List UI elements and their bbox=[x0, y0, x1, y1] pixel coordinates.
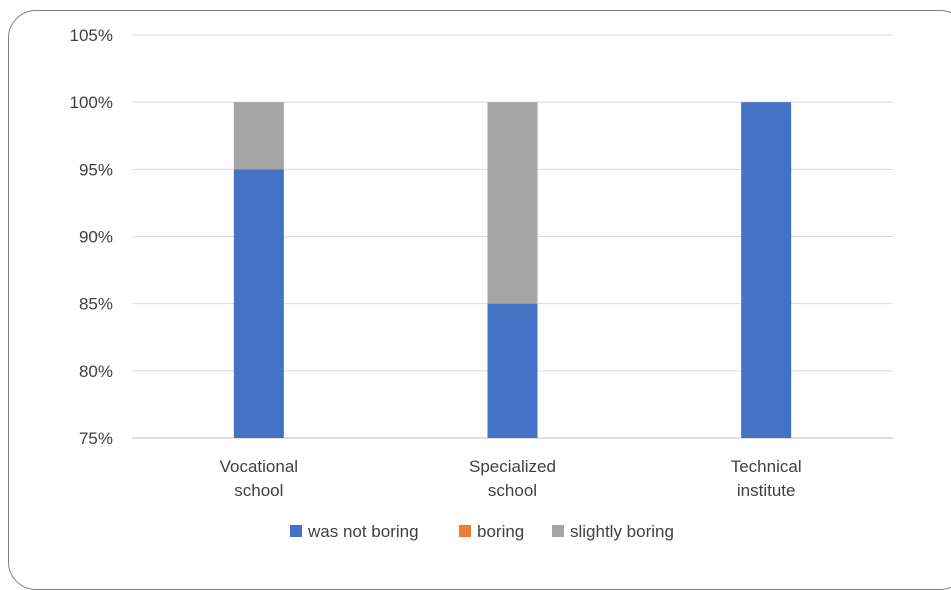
x-category-label: institute bbox=[737, 481, 796, 500]
bar-segment bbox=[741, 102, 792, 439]
x-category-label: school bbox=[234, 481, 283, 500]
bar-segment bbox=[487, 102, 538, 304]
legend-label: boring bbox=[477, 522, 524, 541]
bars bbox=[233, 102, 792, 439]
chart-frame bbox=[8, 10, 951, 590]
x-category-label: school bbox=[488, 481, 537, 500]
y-tick-label: 100% bbox=[70, 93, 113, 112]
stacked-bar-chart: 75% 80% 85% 90% 95% 100% 105% Vocational school… bbox=[70, 26, 893, 541]
legend-swatch bbox=[552, 525, 564, 537]
y-tick-label: 80% bbox=[79, 362, 113, 381]
y-tick-label: 85% bbox=[79, 295, 113, 314]
x-category-label: Technical bbox=[731, 457, 802, 476]
bar-segment bbox=[233, 169, 284, 439]
x-axis-labels: Vocational school Specialized school Technic… bbox=[220, 457, 802, 500]
bar-segment bbox=[487, 303, 538, 438]
legend-swatch bbox=[459, 525, 471, 537]
x-category-label: Vocational bbox=[220, 457, 298, 476]
y-tick-label: 95% bbox=[79, 160, 113, 179]
y-tick-label: 105% bbox=[70, 26, 113, 45]
bar-segment bbox=[233, 102, 284, 170]
legend-swatch bbox=[290, 525, 302, 537]
legend-label: was not boring bbox=[307, 522, 419, 541]
legend-label: slightly boring bbox=[570, 522, 674, 541]
y-tick-label: 90% bbox=[79, 228, 113, 247]
y-tick-label: 75% bbox=[79, 429, 113, 448]
y-axis-ticks: 75% 80% 85% 90% 95% 100% 105% bbox=[70, 26, 113, 448]
legend: was not boring boring slightly boring bbox=[290, 522, 674, 541]
x-category-label: Specialized bbox=[469, 457, 556, 476]
